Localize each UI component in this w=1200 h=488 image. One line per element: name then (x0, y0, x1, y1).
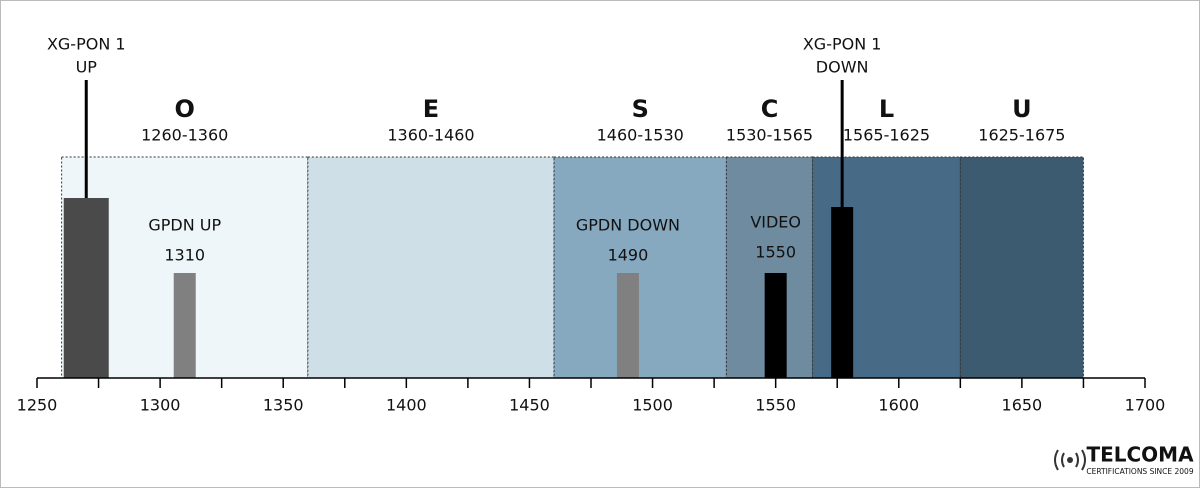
signal-name: XG-PON 1 (803, 35, 882, 54)
x-tick-label: 1500 (632, 396, 673, 415)
band-range: 1625-1675 (978, 126, 1065, 145)
signals: XG-PON 1 UP GPDN UP 1310 GPDN DOWN 1490 VIDEO 1… (47, 35, 882, 378)
logo-tagline: CERTIFICATIONS SINCE 2009 (1086, 467, 1193, 476)
signal-name: UP (76, 58, 98, 77)
band (553, 156, 727, 379)
x-tick-label: 1350 (263, 396, 304, 415)
signal-name: XG-PON 1 (47, 35, 126, 54)
band-letter: C (761, 95, 779, 123)
x-tick-label: 1400 (386, 396, 427, 415)
x-tick-label: 1650 (1002, 396, 1043, 415)
logo-icon (1054, 449, 1086, 471)
band-range: 1530-1565 (726, 126, 813, 145)
signal-bar (831, 207, 854, 378)
band-letter: E (423, 95, 439, 123)
band (959, 156, 1084, 379)
x-tick-label: 1600 (878, 396, 919, 415)
x-tick-label: 1300 (140, 396, 181, 415)
band (307, 156, 555, 379)
signal-bar (764, 273, 787, 378)
signal-wavelength: 1490 (608, 246, 649, 265)
signal-name: GPDN DOWN (576, 216, 680, 235)
signal-wavelength: 1310 (164, 246, 205, 265)
signal-bar (616, 273, 639, 378)
x-tick-label: 1700 (1125, 396, 1166, 415)
band-letter: O (175, 95, 195, 123)
band-letter: L (879, 95, 894, 123)
logo: TELCOMA CERTIFICATIONS SINCE 2009 (1054, 443, 1194, 476)
band-range: 1360-1460 (387, 126, 474, 145)
band-letter: S (632, 95, 649, 123)
x-tick-label: 1450 (509, 396, 550, 415)
band-range: 1460-1530 (597, 126, 684, 145)
x-tick-label: 1250 (17, 396, 58, 415)
logo-name: TELCOMA (1086, 443, 1194, 467)
signal-wavelength: 1550 (755, 243, 796, 262)
band-range: 1565-1625 (843, 126, 930, 145)
band-range: 1260-1360 (141, 126, 228, 145)
signal-name: GPDN UP (148, 216, 221, 235)
signal-name: DOWN (816, 58, 869, 77)
band-letter: U (1012, 95, 1032, 123)
logo-dot (1067, 457, 1073, 463)
signal-name: VIDEO (750, 213, 801, 232)
signal-bar (173, 273, 196, 378)
axis: 1250 1300 1350 1400 1450 1500 1550 1600 1650 1700 (17, 377, 1166, 415)
signal-bar (63, 198, 109, 378)
x-tick-label: 1550 (755, 396, 796, 415)
